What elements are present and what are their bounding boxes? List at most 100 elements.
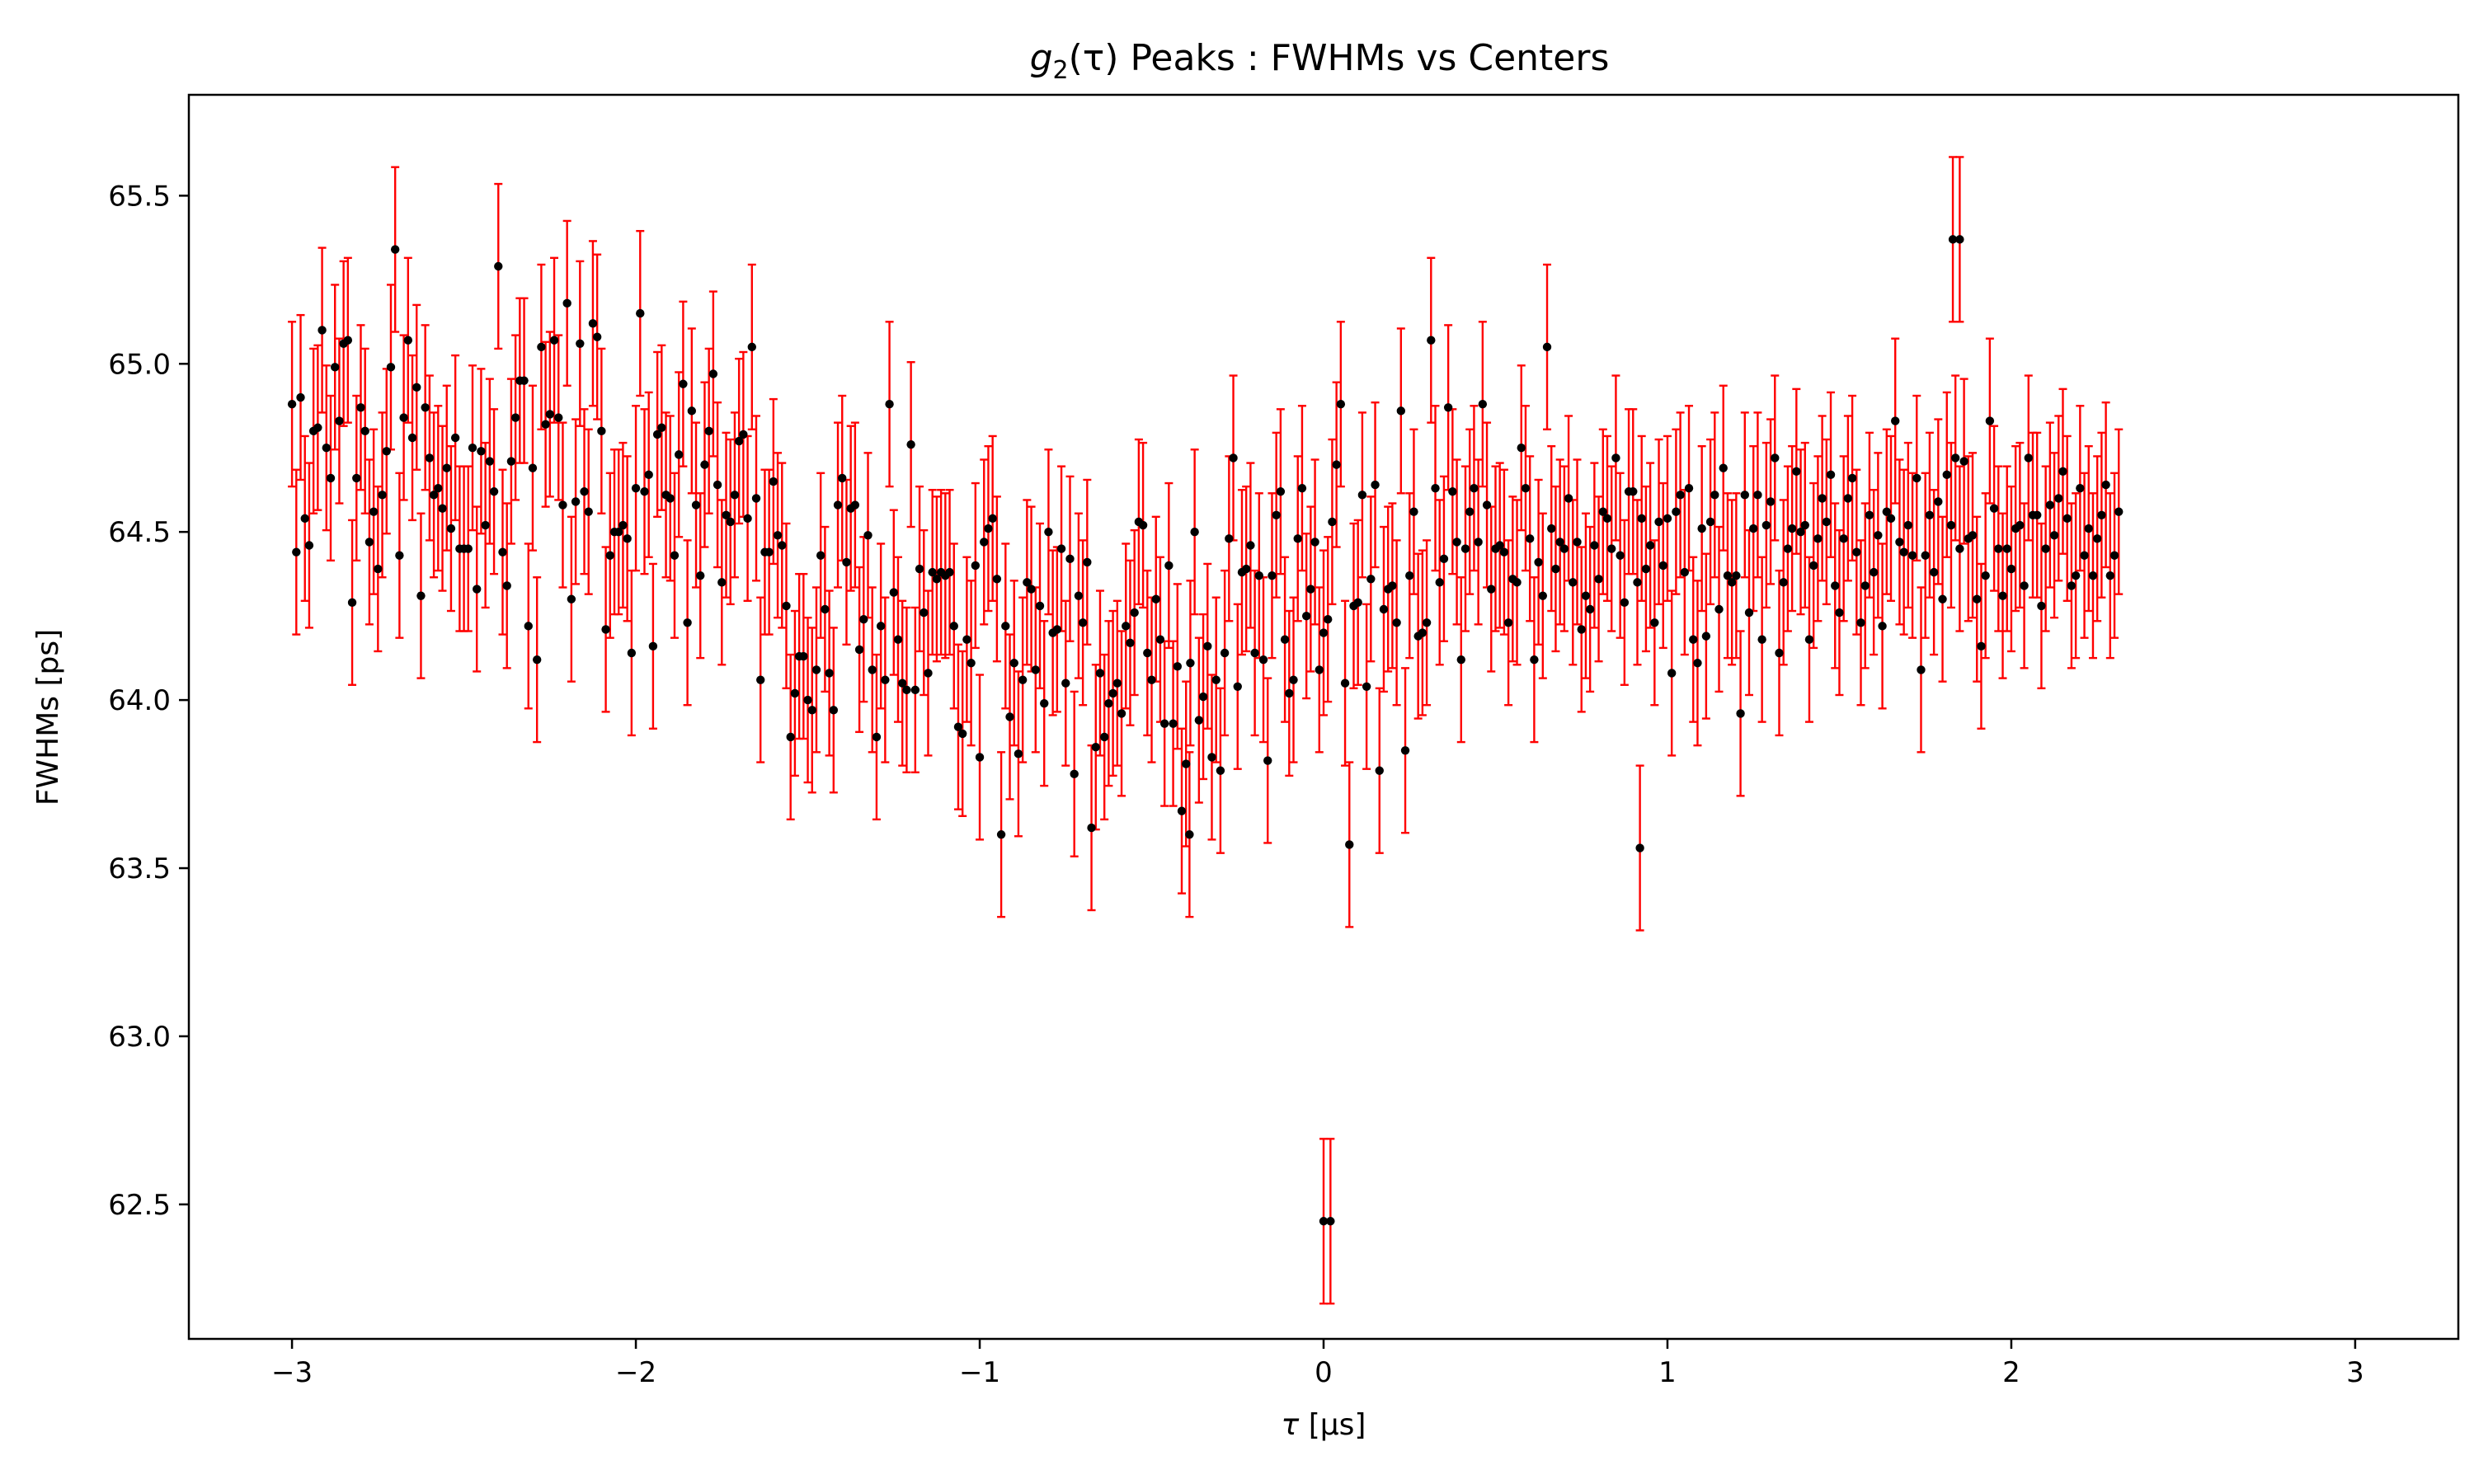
data-marker [924, 669, 933, 678]
data-marker [304, 541, 314, 550]
data-marker [584, 507, 593, 516]
data-marker [558, 500, 567, 510]
y-tick-label: 64.0 [108, 684, 171, 717]
data-marker [1727, 578, 1737, 587]
data-marker [1835, 608, 1844, 618]
data-marker [382, 447, 391, 456]
data-marker [300, 514, 309, 524]
data-marker [2071, 571, 2081, 580]
data-marker [446, 524, 456, 533]
data-marker [1379, 604, 1389, 614]
data-marker [1843, 494, 1853, 503]
y-axis: 62.5 63.0 63.5 64.0 64.5 65.0 65.5 [108, 180, 189, 1222]
data-marker [498, 547, 507, 556]
data-marker [1865, 510, 1874, 519]
data-marker [2076, 483, 2085, 493]
data-marker [1074, 591, 1084, 600]
data-marker [2114, 507, 2124, 516]
data-marker [1276, 487, 1286, 496]
data-marker [2002, 544, 2011, 553]
data-marker [326, 473, 336, 483]
data-marker [881, 675, 890, 684]
data-marker [1474, 538, 1483, 547]
data-marker [679, 379, 688, 388]
data-marker [1641, 564, 1651, 574]
data-marker [1263, 756, 1272, 765]
data-marker [1534, 557, 1543, 567]
data-marker [811, 665, 821, 674]
data-marker [416, 591, 426, 600]
data-marker [1159, 719, 1169, 728]
data-marker [838, 473, 847, 483]
data-marker [1190, 527, 1199, 537]
data-marker [1427, 336, 1436, 345]
data-marker [1903, 520, 1913, 530]
data-marker [1336, 400, 1346, 409]
data-marker [1315, 665, 1324, 674]
data-marker [1035, 601, 1045, 611]
data-marker [2006, 564, 2016, 574]
data-marker [1607, 544, 1616, 553]
data-marker [949, 622, 958, 631]
data-marker [1796, 527, 1805, 537]
data-marker [1925, 510, 1935, 519]
data-marker [1319, 628, 1329, 637]
data-marker [2054, 494, 2063, 503]
data-marker [1495, 541, 1504, 550]
data-marker [317, 326, 327, 335]
data-marker [1031, 665, 1040, 674]
data-marker [1917, 665, 1926, 674]
data-marker [747, 342, 756, 352]
data-marker [494, 261, 503, 271]
chart-title: g2(τ) Peaks : FWHMs vs Centers [1030, 37, 1610, 85]
data-marker [1689, 635, 1698, 644]
data-marker [1800, 520, 1809, 530]
data-marker [1839, 534, 1848, 543]
data-marker [545, 410, 555, 419]
data-marker [850, 500, 860, 510]
data-marker [571, 497, 581, 506]
data-marker [1091, 743, 1100, 752]
data-marker [1306, 585, 1315, 594]
data-marker [1130, 608, 1139, 618]
data-marker [743, 514, 752, 524]
data-marker [821, 604, 830, 614]
data-marker [1095, 669, 1105, 678]
data-marker [799, 651, 808, 661]
data-marker [734, 436, 744, 446]
data-marker [1052, 625, 1062, 634]
data-marker [984, 524, 993, 533]
x-axis: −3 −2 −1 0 1 2 3 [271, 1339, 2364, 1389]
data-marker [1487, 585, 1496, 594]
data-marker [1099, 732, 1109, 742]
data-marker [1650, 618, 1659, 627]
data-marker [1357, 491, 1367, 500]
data-marker [1938, 594, 1947, 603]
data-marker [1229, 453, 1238, 463]
data-marker [1658, 561, 1667, 571]
data-marker [1435, 578, 1444, 587]
data-marker [674, 450, 684, 459]
data-marker [588, 319, 598, 328]
data-marker [1740, 491, 1749, 500]
data-marker [717, 578, 727, 587]
data-marker [1319, 1217, 1329, 1226]
data-marker [386, 363, 396, 372]
data-marker [2088, 571, 2098, 580]
data-marker [1371, 480, 1380, 490]
data-marker [1547, 524, 1556, 533]
data-marker [1581, 591, 1591, 600]
data-marker [751, 494, 761, 503]
data-marker [1874, 531, 1883, 540]
y-tick-label: 62.5 [108, 1189, 171, 1222]
data-marker [1822, 517, 1832, 527]
data-marker [369, 507, 379, 516]
data-marker [1921, 551, 1930, 560]
data-marker [1719, 463, 1728, 472]
data-marker [390, 245, 400, 254]
data-marker [2105, 571, 2115, 580]
data-marker [1151, 594, 1160, 603]
data-marker [1616, 551, 1625, 560]
data-marker [1813, 534, 1823, 543]
